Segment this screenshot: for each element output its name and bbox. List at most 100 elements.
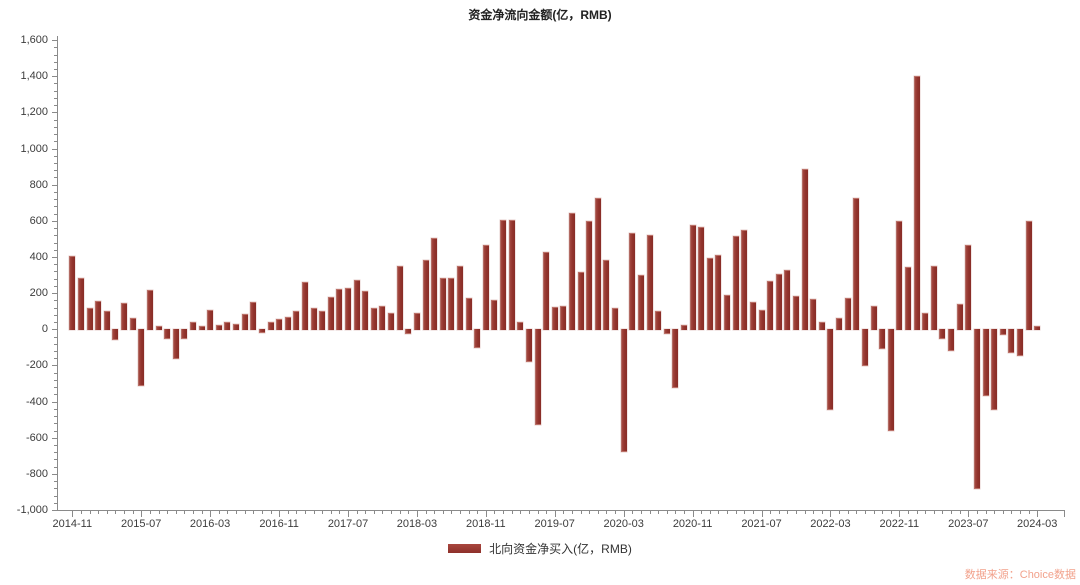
bar-2020-06[interactable]: [646, 235, 653, 331]
bar-2019-03[interactable]: [517, 321, 524, 331]
bar-2022-08[interactable]: [870, 306, 877, 331]
bar-2018-01[interactable]: [396, 266, 403, 331]
bar-2018-02[interactable]: [405, 329, 412, 334]
bar-2018-05[interactable]: [431, 238, 438, 331]
bar-2019-04[interactable]: [525, 329, 532, 362]
bar-2020-03[interactable]: [620, 329, 627, 452]
bar-2022-06[interactable]: [853, 198, 860, 331]
bar-2021-06[interactable]: [749, 301, 756, 331]
bar-2015-12[interactable]: [181, 329, 188, 339]
bar-2015-10[interactable]: [164, 329, 171, 339]
bar-2023-10[interactable]: [991, 329, 998, 411]
bar-2019-07[interactable]: [551, 307, 558, 331]
bar-2016-07[interactable]: [241, 313, 248, 331]
bar-2016-02[interactable]: [198, 326, 205, 331]
bar-2017-10[interactable]: [370, 307, 377, 331]
bar-2022-12[interactable]: [905, 266, 911, 331]
bar-2017-02[interactable]: [301, 282, 308, 331]
bar-2022-02[interactable]: [818, 321, 825, 331]
bar-2017-03[interactable]: [310, 308, 317, 331]
bar-2023-12[interactable]: [1008, 329, 1015, 353]
bar-2020-08[interactable]: [663, 329, 670, 334]
bar-2018-03[interactable]: [413, 312, 420, 331]
bar-2024-02[interactable]: [1025, 220, 1032, 331]
bar-2018-09[interactable]: [465, 297, 472, 331]
bar-2018-10[interactable]: [474, 329, 481, 348]
bar-2017-11[interactable]: [379, 306, 386, 331]
bar-2019-11[interactable]: [586, 220, 593, 331]
bar-2015-08[interactable]: [146, 290, 153, 331]
bar-2018-07[interactable]: [448, 277, 455, 331]
bar-2020-01[interactable]: [603, 259, 610, 331]
bar-2022-10[interactable]: [887, 329, 894, 432]
bar-2022-03[interactable]: [827, 329, 834, 411]
bar-2021-05[interactable]: [741, 230, 748, 331]
bar-2020-05[interactable]: [637, 275, 644, 331]
bar-2018-11[interactable]: [482, 245, 489, 331]
bar-2017-06[interactable]: [336, 289, 343, 331]
bar-2023-03[interactable]: [930, 266, 937, 331]
bar-2016-05[interactable]: [224, 322, 231, 331]
bar-2017-04[interactable]: [319, 310, 326, 331]
bar-2021-08[interactable]: [767, 280, 774, 331]
bar-2018-08[interactable]: [457, 266, 463, 331]
bar-2020-11[interactable]: [689, 225, 696, 331]
bar-2017-01[interactable]: [293, 311, 300, 331]
bar-2017-12[interactable]: [388, 313, 395, 331]
bar-2023-06[interactable]: [956, 304, 963, 331]
bar-2019-09[interactable]: [569, 212, 575, 331]
bar-2015-09[interactable]: [155, 325, 162, 331]
bar-2021-04[interactable]: [732, 235, 739, 331]
bar-2022-07[interactable]: [861, 329, 868, 366]
bar-2022-09[interactable]: [879, 329, 886, 350]
bar-2020-02[interactable]: [612, 308, 619, 331]
bar-2015-05[interactable]: [121, 303, 127, 331]
bar-2019-01[interactable]: [500, 220, 507, 331]
bar-2018-12[interactable]: [491, 299, 498, 331]
bar-2021-03[interactable]: [724, 295, 730, 331]
bar-2019-06[interactable]: [543, 252, 550, 331]
bar-2021-12[interactable]: [801, 169, 808, 331]
bar-2016-03[interactable]: [207, 310, 214, 331]
bar-2016-11[interactable]: [276, 319, 283, 331]
bar-2021-10[interactable]: [784, 270, 791, 331]
bar-2023-02[interactable]: [922, 313, 929, 331]
bar-2016-04[interactable]: [215, 325, 222, 331]
bar-2022-05[interactable]: [844, 298, 851, 331]
bar-2015-04[interactable]: [112, 329, 119, 341]
bar-2018-06[interactable]: [439, 277, 446, 331]
bar-2021-02[interactable]: [715, 255, 722, 331]
bar-2022-04[interactable]: [836, 317, 842, 331]
bar-2024-03[interactable]: [1034, 325, 1041, 331]
bar-2021-07[interactable]: [758, 310, 765, 331]
bar-2023-09[interactable]: [982, 329, 989, 396]
bar-2019-12[interactable]: [594, 198, 601, 331]
bar-2021-11[interactable]: [793, 296, 799, 331]
bar-2015-06[interactable]: [129, 318, 136, 331]
bar-2015-11[interactable]: [172, 329, 179, 360]
bar-2023-07[interactable]: [965, 245, 972, 331]
bar-2015-01[interactable]: [86, 308, 93, 331]
bar-2023-01[interactable]: [913, 76, 920, 331]
bar-2021-09[interactable]: [775, 274, 782, 331]
bar-2017-07[interactable]: [345, 288, 351, 331]
bar-2019-02[interactable]: [508, 220, 515, 331]
bar-2015-02[interactable]: [95, 300, 102, 331]
bar-2015-07[interactable]: [138, 329, 145, 387]
bar-2020-09[interactable]: [672, 329, 679, 388]
bar-2022-11[interactable]: [896, 220, 903, 331]
bar-2016-12[interactable]: [284, 316, 291, 331]
bar-2016-06[interactable]: [233, 324, 239, 331]
bar-2017-09[interactable]: [362, 290, 369, 331]
bar-2019-05[interactable]: [534, 329, 541, 426]
bar-2016-08[interactable]: [250, 302, 257, 331]
bar-2020-07[interactable]: [655, 310, 662, 331]
bar-2023-08[interactable]: [973, 329, 980, 490]
bar-2018-04[interactable]: [422, 260, 429, 331]
bar-2023-11[interactable]: [999, 329, 1006, 336]
bar-2016-09[interactable]: [258, 329, 265, 333]
bar-2014-12[interactable]: [77, 278, 84, 331]
bar-2019-08[interactable]: [560, 305, 567, 331]
bar-2016-01[interactable]: [189, 322, 196, 331]
bar-2015-03[interactable]: [103, 311, 110, 331]
